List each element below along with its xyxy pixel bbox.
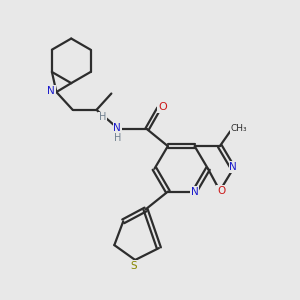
Text: N: N xyxy=(47,85,55,96)
Text: N: N xyxy=(191,187,199,196)
Text: S: S xyxy=(130,261,137,271)
Text: N: N xyxy=(113,123,121,133)
Text: O: O xyxy=(158,102,167,112)
Text: H: H xyxy=(114,133,121,142)
Text: CH₃: CH₃ xyxy=(230,124,247,133)
Text: N: N xyxy=(229,162,237,172)
Text: O: O xyxy=(217,186,226,196)
Text: H: H xyxy=(99,112,106,122)
